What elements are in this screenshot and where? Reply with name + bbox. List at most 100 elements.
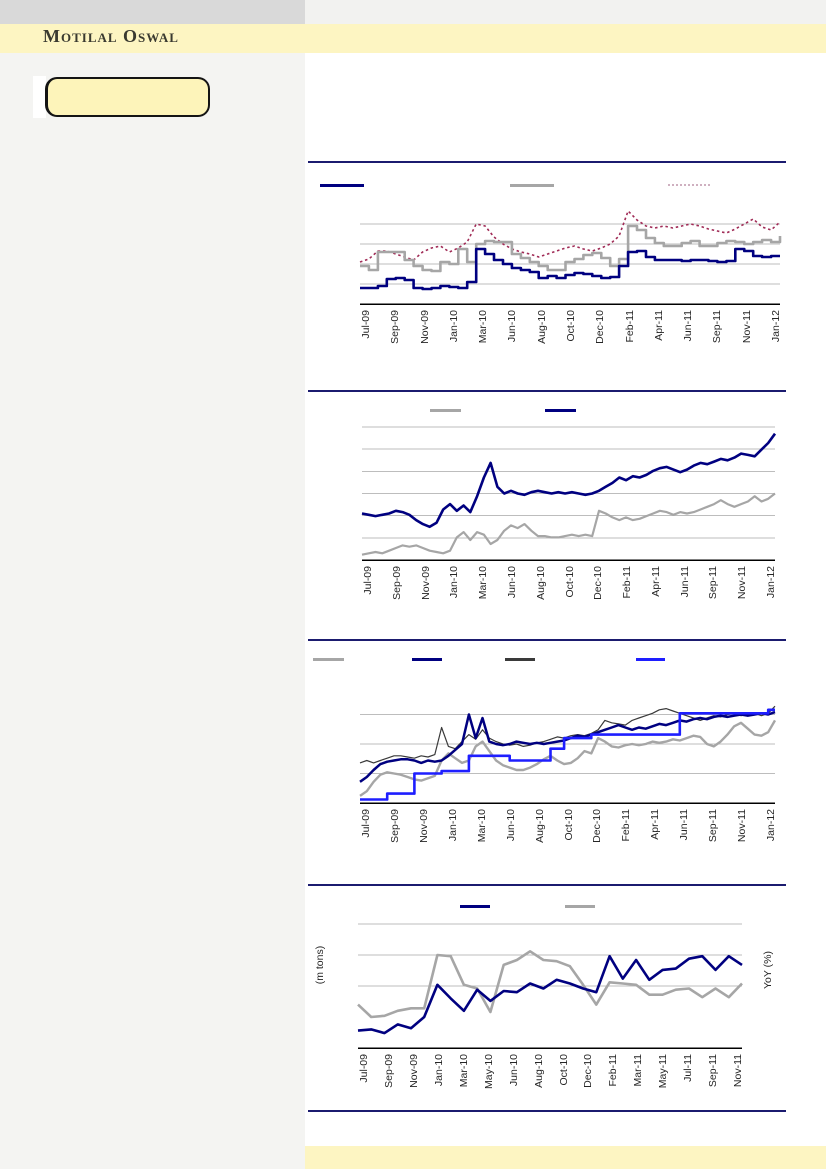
bottom-divider [308,1110,786,1112]
x-axis-label: Aug-10 [534,566,547,600]
header-top-left-block [0,0,305,24]
x-axis-label: Dec-10 [592,566,605,600]
x-axis-label: Jun-11 [678,566,691,598]
x-axis-label: Nov-09 [418,310,431,344]
x-axis-label: Feb-11 [620,809,633,842]
x-axis-label: Mar-10 [457,1054,470,1088]
x-axis-label: Jul-09 [358,1054,370,1083]
x-axis-label: Jan-10 [448,566,461,599]
x-axis-label: Jan-10 [446,809,459,842]
y-axis-title-right: YoY (%) [762,951,774,989]
x-axis-label: Sep-09 [388,809,401,843]
y-axis-title-left: (m tons) [314,945,326,985]
series-gray-line [361,492,776,556]
legend-key-3 [668,184,710,186]
x-axis-label: Oct-10 [562,809,575,841]
series-gray-yoy-line [357,950,743,1019]
series-gray-line [360,224,782,273]
x-axis-label: Mar-11 [632,1054,645,1087]
x-axis-label: Jul-11 [682,1054,695,1082]
x-axis-label: Jul-09 [362,566,374,595]
x-axis-label: Sep-11 [707,566,720,600]
x-axis-label: Jun-10 [506,310,519,343]
x-axis-label: Jun-10 [504,809,517,842]
legend-key-3 [505,658,535,661]
x-axis-label: Jul-09 [360,310,372,339]
x-axis-label: Nov-11 [736,566,749,600]
ticker-box-left-gap [33,76,46,118]
x-axis-label: Jun-11 [678,809,691,841]
x-axis-label: Sep-09 [382,1054,395,1088]
x-axis-label: Jan-10 [447,310,460,343]
x-axis-label: Oct-10 [563,566,576,598]
x-axis-label: May-11 [657,1054,670,1089]
x-axis-label: Dec-10 [582,1054,595,1088]
legend-key-2 [412,658,442,661]
x-axis-label: Nov-09 [419,566,432,600]
x-axis-label: Aug-10 [535,310,548,344]
series-navy-mtons-line [357,954,743,1035]
x-axis-label: Aug-10 [532,1054,545,1088]
x-axis-label: Jan-12 [765,566,777,599]
header-top-right-strip [305,0,826,24]
x-axis-label: Oct-10 [557,1054,570,1086]
x-axis-label: Mar-10 [477,310,490,344]
x-axis-label: Sep-11 [711,310,724,344]
section-divider [308,639,786,641]
x-axis-label: Nov-11 [736,809,749,843]
x-axis-label: Mar-10 [477,566,490,600]
x-axis-label: Apr-11 [652,310,665,341]
x-axis-label: Feb-11 [621,566,634,599]
x-axis-label: Sep-11 [707,1054,720,1088]
series-gray-line [359,719,777,797]
x-axis-label: Jun-10 [505,566,518,599]
x-axis-label: Apr-11 [649,809,662,840]
legend-key-2 [545,409,576,412]
legend-key-2 [510,184,554,187]
section-divider [308,390,786,392]
legend-key-2 [565,905,595,908]
chart-3-plot [359,705,777,804]
x-axis-label: Jun-11 [682,310,695,342]
x-axis-label: May-10 [482,1054,495,1090]
x-axis-label: Dec-10 [591,809,604,843]
chart-4-plot [357,923,743,1049]
x-axis-label: Feb-11 [607,1054,620,1087]
legend-key-1 [460,905,490,908]
x-axis-label: Jan-12 [770,310,782,343]
x-axis-label: Oct-10 [565,310,577,342]
x-axis-label: Feb-11 [623,310,636,343]
ticker-box [45,77,210,117]
series-navy-line [360,247,780,291]
chart-2-plot [361,426,777,561]
x-axis-label: Sep-09 [389,310,402,344]
legend-key-1 [430,409,461,412]
x-axis-label: Nov-11 [732,1054,744,1088]
footer-band [305,1146,826,1169]
brand-logo-text: Motilal Oswal [43,26,179,46]
x-axis-label: Nov-11 [740,310,753,344]
legend-key-1 [320,184,364,187]
x-axis-label: Sep-11 [707,809,720,843]
legend-key-1 [313,658,344,661]
series-navy-line [361,432,777,529]
x-axis-label: Nov-09 [417,809,430,843]
x-axis-label: Nov-09 [407,1054,420,1088]
brand-band: Motilal Oswal [0,24,826,53]
x-axis-label: Dec-10 [594,310,607,344]
x-axis-label: Jan-10 [432,1054,445,1087]
series-dotted-crimson-line [359,210,781,263]
x-axis-label: Aug-10 [533,809,546,843]
left-sidebar [0,0,305,1169]
x-axis-label: Apr-11 [649,566,662,597]
legend-key-4 [636,658,665,661]
x-axis-label: Jul-09 [360,809,372,838]
x-axis-label: Sep-09 [390,566,403,600]
x-axis-label: Mar-10 [475,809,488,843]
series-bright-blue-step-line [360,708,775,801]
section-divider [308,161,786,163]
chart-1-plot [359,210,782,305]
section-divider [308,884,786,886]
